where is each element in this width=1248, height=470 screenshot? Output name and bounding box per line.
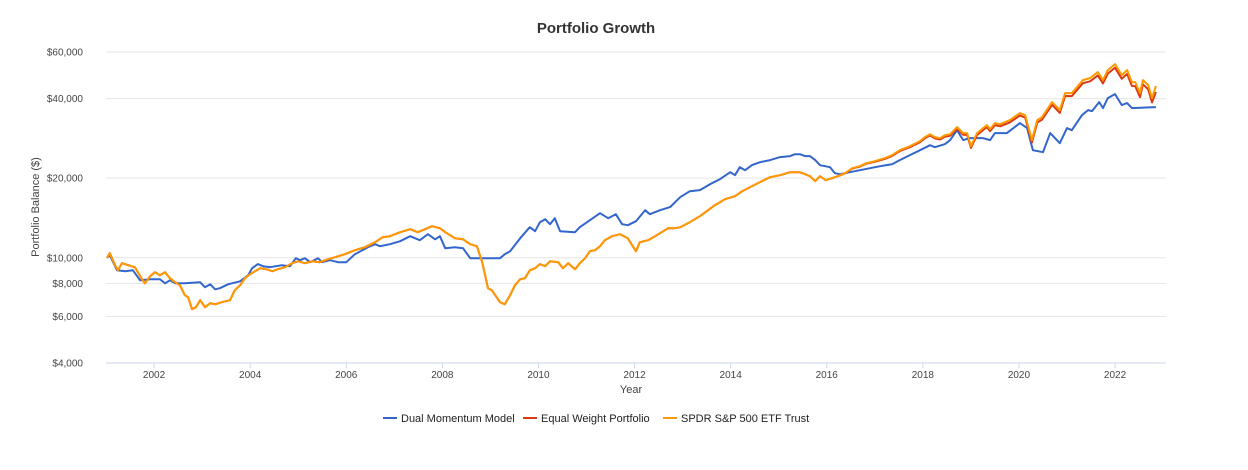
gridlines bbox=[106, 51, 1166, 368]
series-line-1 bbox=[106, 66, 1157, 311]
legend-item[interactable]: SPDR S&P 500 ETF Trust bbox=[663, 413, 809, 425]
legend: Dual Momentum Model Equal Weight Portfoli… bbox=[383, 413, 809, 425]
series-line-2 bbox=[106, 63, 1157, 311]
x-tick-label: 2014 bbox=[720, 370, 743, 381]
legend-label: Dual Momentum Model bbox=[401, 413, 515, 425]
x-tick-label: 2016 bbox=[816, 370, 839, 381]
x-tick-label: 2022 bbox=[1104, 370, 1127, 381]
x-tick-label: 2010 bbox=[527, 370, 550, 381]
y-tick-label: $10,000 bbox=[47, 253, 84, 264]
y-tick-label: $40,000 bbox=[47, 94, 84, 105]
legend-label: Equal Weight Portfolio bbox=[541, 413, 650, 425]
chart-title: Portfolio Growth bbox=[537, 20, 655, 37]
x-axis-title: Year bbox=[620, 384, 643, 396]
y-tick-label: $60,000 bbox=[47, 48, 84, 59]
x-tick-label: 2018 bbox=[912, 370, 935, 381]
x-axis-tick-labels: 2002 2004 2006 2008 2010 2012 2014 2016 2018 2020… bbox=[143, 370, 1127, 381]
x-tick-label: 2020 bbox=[1008, 370, 1031, 381]
y-tick-label: $8,000 bbox=[52, 279, 83, 290]
y-axis-tick-labels: $4,000 $6,000 $8,000 $10,000 $20,000 $40,000 $… bbox=[47, 48, 84, 370]
x-tick-label: 2004 bbox=[239, 370, 262, 381]
x-tick-label: 2012 bbox=[623, 370, 646, 381]
x-tick-label: 2002 bbox=[143, 370, 166, 381]
y-tick-label: $4,000 bbox=[52, 359, 83, 370]
x-tick-label: 2006 bbox=[335, 370, 358, 381]
y-axis-title: Portfolio Balance ($) bbox=[30, 157, 42, 257]
legend-item[interactable]: Equal Weight Portfolio bbox=[523, 413, 650, 425]
legend-item[interactable]: Dual Momentum Model bbox=[383, 413, 515, 425]
y-tick-label: $20,000 bbox=[47, 174, 84, 185]
x-tick-label: 2008 bbox=[431, 370, 454, 381]
legend-label: SPDR S&P 500 ETF Trust bbox=[681, 413, 809, 425]
series-lines bbox=[106, 63, 1157, 311]
y-tick-label: $6,000 bbox=[52, 312, 83, 323]
